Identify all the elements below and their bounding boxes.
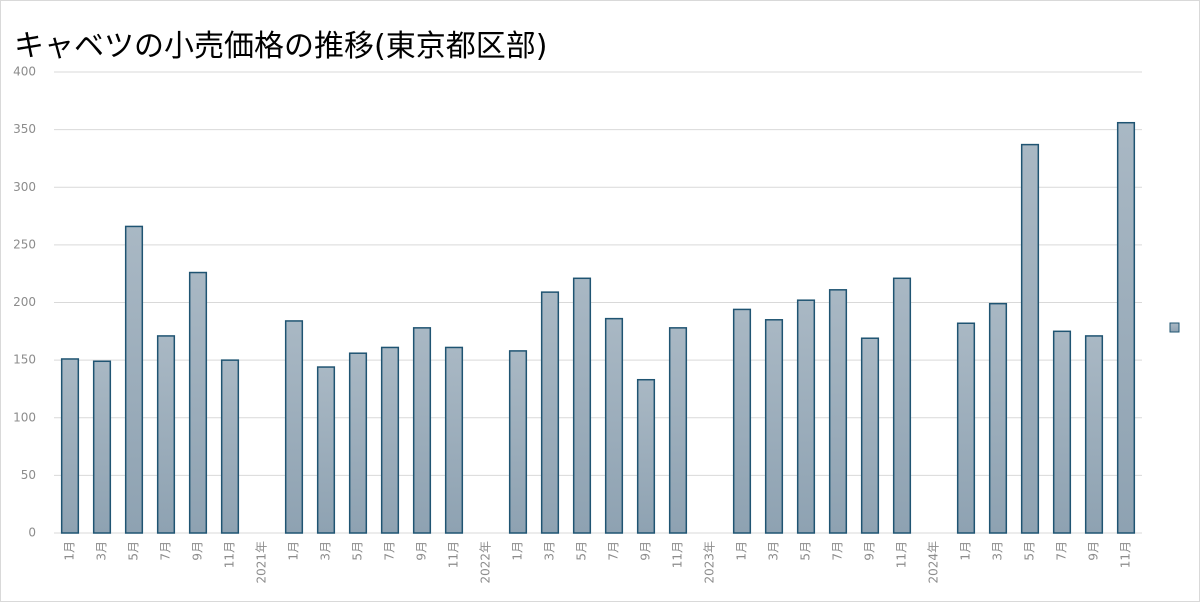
x-tick-label: 11月 bbox=[1119, 541, 1133, 568]
x-tick-label: 5月 bbox=[799, 541, 813, 561]
x-tick-label: 11月 bbox=[447, 541, 461, 568]
bar bbox=[508, 350, 528, 534]
chart-title: キャベツの小売価格の推移(東京都区部) bbox=[14, 29, 547, 64]
x-tick-label: 3月 bbox=[95, 541, 109, 561]
bar bbox=[828, 289, 848, 534]
bar bbox=[1084, 335, 1104, 534]
x-tick-label: 5月 bbox=[351, 541, 365, 561]
x-tick-label: 11月 bbox=[223, 541, 237, 568]
bar bbox=[636, 378, 656, 534]
x-tick-label: 5月 bbox=[1023, 541, 1037, 561]
y-tick-label: 150 bbox=[13, 353, 36, 367]
y-tick-label: 100 bbox=[13, 410, 36, 424]
x-tick-label: 9月 bbox=[415, 541, 429, 561]
bar bbox=[892, 277, 912, 534]
bar bbox=[284, 320, 304, 534]
x-tick-label: 7月 bbox=[831, 541, 845, 561]
bar bbox=[860, 337, 880, 534]
x-tick-label: 7月 bbox=[607, 541, 621, 561]
x-tick-label: 5月 bbox=[127, 541, 141, 561]
x-tick-label: 3月 bbox=[767, 541, 781, 561]
bar bbox=[316, 366, 336, 534]
x-tick-label: 5月 bbox=[575, 541, 589, 561]
bar bbox=[124, 225, 144, 534]
x-tick-label: 1月 bbox=[959, 541, 973, 561]
x-tick-label: 3月 bbox=[543, 541, 557, 561]
bar bbox=[796, 299, 816, 534]
x-tick-label: 9月 bbox=[863, 541, 877, 561]
x-tick-label: 7月 bbox=[383, 541, 397, 561]
y-tick-label: 50 bbox=[21, 468, 36, 482]
x-tick-label: 1月 bbox=[287, 541, 301, 561]
bar bbox=[412, 327, 432, 534]
legend-swatch bbox=[1169, 322, 1180, 333]
y-tick-label: 350 bbox=[13, 122, 36, 136]
bar bbox=[60, 358, 80, 534]
x-tick-label: 9月 bbox=[1087, 541, 1101, 561]
x-tick-label: 2022年 bbox=[479, 541, 493, 584]
bar bbox=[764, 319, 784, 534]
x-tick-label: 7月 bbox=[1055, 541, 1069, 561]
y-tick-label: 0 bbox=[28, 526, 36, 540]
bar bbox=[348, 352, 368, 534]
x-tick-label: 9月 bbox=[191, 541, 205, 561]
bar bbox=[188, 271, 208, 534]
bar bbox=[668, 327, 688, 534]
bar bbox=[444, 346, 464, 534]
x-tick-label: 1月 bbox=[63, 541, 77, 561]
bar bbox=[1020, 143, 1040, 534]
x-tick-label: 2023年 bbox=[703, 541, 717, 584]
y-tick-label: 250 bbox=[13, 237, 36, 251]
x-tick-label: 1月 bbox=[511, 541, 525, 561]
x-tick-label: 1月 bbox=[735, 541, 749, 561]
bar bbox=[988, 302, 1008, 534]
bar bbox=[92, 360, 112, 534]
y-tick-label: 400 bbox=[13, 65, 36, 79]
y-tick-label: 300 bbox=[13, 180, 36, 194]
x-tick-label: 9月 bbox=[639, 541, 653, 561]
x-tick-label: 3月 bbox=[991, 541, 1005, 561]
bar bbox=[1116, 121, 1136, 534]
bar bbox=[220, 359, 240, 534]
bar bbox=[572, 277, 592, 534]
bar bbox=[1052, 330, 1072, 534]
y-tick-label: 200 bbox=[13, 295, 36, 309]
bar bbox=[380, 346, 400, 534]
bar bbox=[956, 322, 976, 534]
x-tick-label: 3月 bbox=[319, 541, 333, 561]
x-tick-label: 2021年 bbox=[255, 541, 269, 584]
bar bbox=[156, 335, 176, 534]
x-tick-label: 2024年 bbox=[927, 541, 941, 584]
x-tick-label: 11月 bbox=[671, 541, 685, 568]
x-tick-label: 7月 bbox=[159, 541, 173, 561]
x-tick-label: 11月 bbox=[895, 541, 909, 568]
bar bbox=[732, 308, 752, 534]
bar bbox=[604, 317, 624, 534]
bar bbox=[540, 291, 560, 534]
